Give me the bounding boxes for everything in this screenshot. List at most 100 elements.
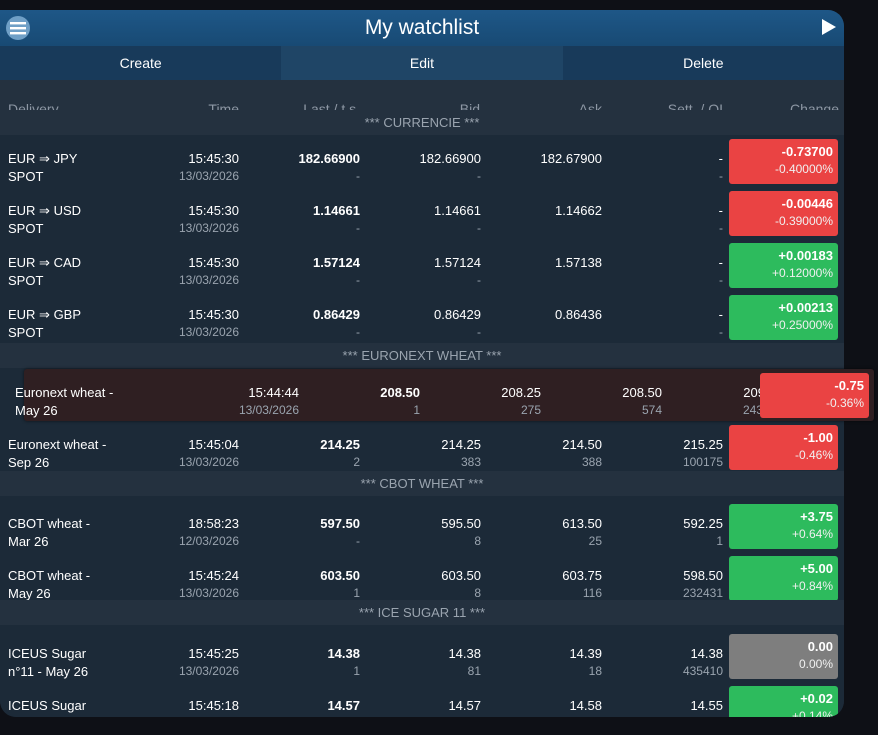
bid-size: 81 [467,664,481,678]
date-value: 13/03/2026 [179,716,239,717]
toolbar: Create Edit Delete [0,46,844,80]
time-value: 18:58:23 [188,516,239,531]
section-header: *** ICE SUGAR 11 *** [0,600,844,625]
play-icon [822,19,836,35]
settlement-value: 14.55 [690,698,723,713]
menu-button[interactable] [4,16,32,40]
change-badge: +3.75 +0.64% [729,504,838,549]
open-interest-value: 206011 [684,716,723,717]
instrument-name: CBOT wheat - [8,568,91,583]
ts-value: 1 [353,664,360,678]
change-value: +5.00 [800,561,833,576]
change-percent: +0.12000% [771,266,833,280]
bid-size: 275 [520,403,541,417]
bid-value: 595.50 [441,516,481,531]
change-percent: +0.64% [791,527,833,541]
ts-value: - [356,273,360,287]
settlement-value: 598.50 [683,568,723,583]
change-value: -0.75 [834,378,864,393]
title-bar: My watchlist [0,10,844,46]
instrument-name: EUR ⇒ JPY [8,151,78,166]
change-percent: +0.14% [791,709,833,717]
table-row[interactable]: CBOT wheat - May 26 15:45:24 13/03/2026 603.… [0,552,844,602]
last-value: 597.50 [320,516,360,531]
ask-size: 116 [582,586,602,600]
change-percent: -0.40000% [774,162,833,176]
last-value: 1.14661 [313,203,360,218]
bid-value: 214.25 [441,437,481,452]
bid-size: - [477,221,481,235]
time-value: 15:44:44 [248,385,299,400]
ask-value: 0.86436 [555,307,602,322]
change-badge: -1.00 -0.46% [729,425,838,470]
bid-size: - [477,273,481,287]
change-badge: -0.00446 -0.39000% [729,191,838,236]
create-button[interactable]: Create [119,55,162,71]
ask-value: 14.58 [569,698,602,713]
table-row[interactable]: EUR ⇒ JPY SPOT 15:45:30 13/03/2026 182.66900… [0,135,844,185]
bid-size: 6 [474,716,481,717]
table-row[interactable]: EUR ⇒ USD SPOT 15:45:30 13/03/2026 1.14661 - 1… [0,187,844,237]
bid-size: 8 [474,586,481,600]
time-value: 15:45:04 [188,437,239,452]
table-row[interactable]: EUR ⇒ CAD SPOT 15:45:30 13/03/2026 1.57124 - 1… [0,239,844,289]
change-value: +3.75 [800,509,833,524]
date-value: 13/03/2026 [178,455,239,469]
change-percent: -0.46% [794,448,833,462]
table-row[interactable]: EUR ⇒ GBP SPOT 15:45:30 13/03/2026 0.86429 - 0… [0,291,844,341]
play-button[interactable] [822,19,836,40]
ts-value: 1 [413,403,420,417]
change-badge: 0.00 0.00% [729,634,838,679]
ts-value: - [356,325,360,339]
last-value: 603.50 [320,568,360,583]
table-row[interactable]: ICEUS Sugar n°11 - May 26 15:45:25 13/03/20… [0,630,844,680]
section-header: *** EURONEXT WHEAT *** [0,343,844,368]
instrument-sub: May 26 [8,586,51,601]
instrument-name: ICEUS Sugar [8,698,87,713]
table-row[interactable]: CBOT wheat - Mar 26 18:58:23 12/03/2026 597.… [0,500,844,550]
instrument-sub: Sep 26 [8,455,50,470]
bid-size: 8 [474,534,481,548]
instrument-name: ICEUS Sugar [8,646,87,661]
open-interest-value: - [719,221,723,235]
instrument-sub: n°11 - May 26 [8,664,89,679]
ask-value: 603.75 [562,568,602,583]
edit-button[interactable]: Edit [281,46,563,80]
ts-value: - [356,534,360,548]
change-badge: +5.00 +0.84% [729,556,838,601]
date-value: 13/03/2026 [178,273,239,287]
change-badge: -0.73700 -0.40000% [729,139,838,184]
settlement-value: - [718,307,723,322]
bid-value: 1.14661 [434,203,481,218]
time-value: 15:45:30 [188,255,239,270]
time-value: 15:45:18 [188,698,239,713]
table-row[interactable]: ICEUS Sugar n°11 - Jul 26 15:45:18 13/03/20… [0,682,844,717]
ask-value: 613.50 [562,516,602,531]
settlement-value: 14.38 [690,646,723,661]
delete-button[interactable]: Delete [683,55,724,71]
date-value: 13/03/2026 [178,169,239,183]
ts-value: 2 [353,455,360,469]
bid-value: 1.57124 [434,255,481,270]
instrument-sub: May 26 [15,403,58,418]
date-value: 13/03/2026 [178,221,239,235]
bid-value: 14.57 [448,698,481,713]
last-value: 14.57 [327,698,360,713]
open-interest-value: - [719,273,723,287]
change-badge: +0.00183 +0.12000% [729,243,838,288]
instrument-sub: SPOT [8,325,44,340]
open-interest-value: - [719,325,723,339]
instrument-sub: SPOT [8,221,44,236]
table-row[interactable]: Euronext wheat - Sep 26 15:45:04 13/03/2026… [0,421,844,471]
ask-size: 25 [588,534,602,548]
selected-row[interactable]: Euronext wheat - May 26 15:44:44 13/03/2026… [15,369,874,421]
change-value: -0.00446 [781,196,833,211]
change-value: 0.00 [807,639,833,654]
change-value: -0.73700 [781,144,833,159]
time-value: 15:45:25 [188,646,239,661]
instrument-sub: Mar 26 [8,534,49,549]
last-value: 0.86429 [313,307,360,322]
time-value: 15:45:30 [188,307,239,322]
settlement-value: 215.25 [683,437,723,452]
ask-value: 182.67900 [540,151,602,166]
